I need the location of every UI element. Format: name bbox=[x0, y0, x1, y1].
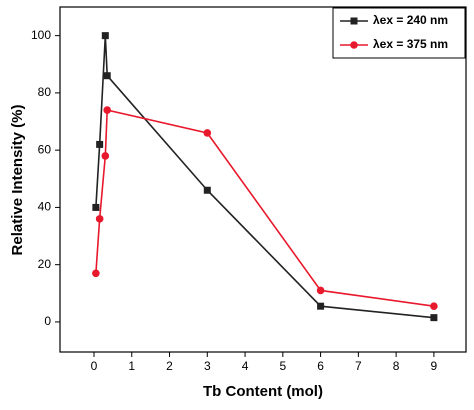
y-tick-label: 20 bbox=[38, 257, 52, 271]
y-tick-label: 60 bbox=[38, 142, 52, 156]
y-tick-label: 40 bbox=[38, 200, 52, 214]
marker bbox=[95, 215, 104, 223]
y-tick-label: 80 bbox=[38, 85, 52, 99]
x-tick-label: 1 bbox=[128, 359, 135, 373]
marker bbox=[96, 140, 104, 148]
legend-box bbox=[332, 7, 466, 59]
marker bbox=[101, 152, 110, 160]
x-tick-label: 2 bbox=[166, 359, 173, 373]
marker bbox=[203, 129, 212, 137]
marker bbox=[103, 106, 112, 114]
x-tick-label: 6 bbox=[317, 359, 324, 373]
marker bbox=[92, 203, 100, 211]
y-tick-label: 0 bbox=[44, 314, 51, 328]
marker bbox=[430, 302, 438, 310]
x-axis-label: Tb Content (mol) bbox=[203, 383, 323, 400]
x-tick-label: 8 bbox=[393, 359, 400, 373]
x-tick-label: 9 bbox=[431, 359, 438, 373]
series-line bbox=[95, 35, 434, 319]
legend-label: λex = 375 nm bbox=[373, 37, 448, 51]
legend-marker bbox=[350, 41, 358, 49]
x-tick-label: 5 bbox=[279, 359, 286, 373]
plot-frame bbox=[59, 6, 467, 353]
series-line bbox=[95, 109, 435, 307]
marker bbox=[103, 72, 111, 80]
x-tick-label: 4 bbox=[242, 359, 249, 373]
x-tick-label: 3 bbox=[204, 359, 211, 373]
y-tick-label: 100 bbox=[31, 28, 51, 42]
marker bbox=[92, 269, 100, 278]
y-axis-label: Relative Intensity (%) bbox=[9, 105, 26, 256]
marker bbox=[101, 32, 109, 40]
marker bbox=[316, 286, 325, 295]
marker bbox=[430, 314, 438, 322]
marker bbox=[317, 302, 325, 310]
x-tick-label: 7 bbox=[355, 359, 362, 373]
legend-marker bbox=[350, 17, 358, 25]
legend-label: λex = 240 nm bbox=[373, 13, 448, 27]
marker bbox=[203, 186, 211, 194]
x-tick-label: 0 bbox=[91, 359, 98, 373]
